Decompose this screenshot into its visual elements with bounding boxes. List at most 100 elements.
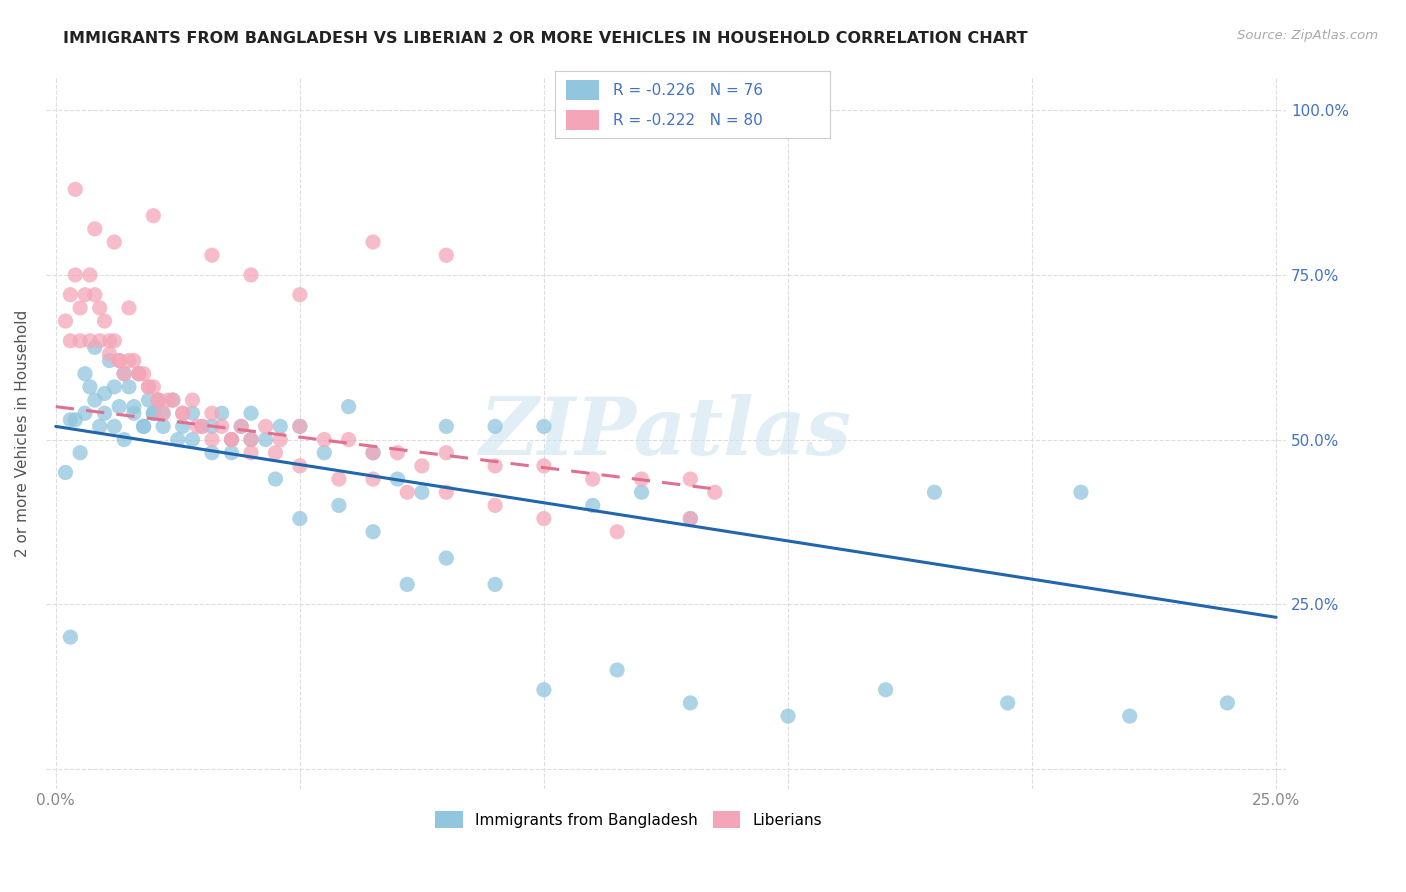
- Point: [231, 419, 253, 434]
- Point: [83, 340, 105, 354]
- Point: [679, 472, 702, 486]
- Point: [98, 353, 121, 368]
- Point: [118, 353, 141, 368]
- Point: [201, 419, 224, 434]
- Point: [533, 682, 555, 697]
- Point: [152, 406, 174, 420]
- Point: [59, 413, 82, 427]
- Point: [103, 334, 125, 348]
- Point: [98, 334, 121, 348]
- FancyBboxPatch shape: [567, 111, 599, 130]
- Point: [1216, 696, 1239, 710]
- Point: [703, 485, 725, 500]
- Point: [112, 433, 135, 447]
- Point: [172, 406, 194, 420]
- Point: [264, 472, 287, 486]
- Point: [361, 524, 384, 539]
- Point: [65, 413, 87, 427]
- Point: [606, 663, 628, 677]
- Point: [434, 446, 457, 460]
- Point: [55, 466, 77, 480]
- Point: [122, 353, 145, 368]
- Point: [361, 235, 384, 249]
- Point: [997, 696, 1019, 710]
- Point: [221, 433, 243, 447]
- Point: [776, 709, 799, 723]
- Point: [211, 419, 233, 434]
- Point: [138, 380, 160, 394]
- Point: [288, 458, 311, 473]
- Point: [328, 499, 350, 513]
- Point: [152, 406, 174, 420]
- Point: [59, 334, 82, 348]
- Point: [83, 287, 105, 301]
- Point: [269, 419, 291, 434]
- Point: [396, 485, 419, 500]
- Point: [108, 353, 131, 368]
- Point: [679, 511, 702, 525]
- Point: [162, 393, 184, 408]
- Point: [128, 367, 150, 381]
- Point: [73, 367, 96, 381]
- Point: [79, 268, 101, 282]
- Point: [186, 419, 208, 434]
- Point: [59, 630, 82, 644]
- Y-axis label: 2 or more Vehicles in Household: 2 or more Vehicles in Household: [15, 310, 30, 557]
- Point: [128, 367, 150, 381]
- Point: [142, 406, 165, 420]
- Point: [93, 314, 115, 328]
- Point: [875, 682, 897, 697]
- Point: [166, 433, 188, 447]
- Point: [434, 248, 457, 262]
- Point: [132, 419, 155, 434]
- Point: [89, 419, 111, 434]
- Point: [254, 433, 277, 447]
- Point: [630, 485, 652, 500]
- Point: [1119, 709, 1142, 723]
- Point: [162, 393, 184, 408]
- Point: [191, 419, 214, 434]
- Point: [484, 577, 506, 591]
- Point: [157, 393, 180, 408]
- Point: [240, 446, 263, 460]
- Point: [387, 446, 409, 460]
- Point: [138, 380, 160, 394]
- Point: [98, 347, 121, 361]
- Point: [148, 393, 170, 408]
- Point: [132, 367, 155, 381]
- Point: [314, 433, 336, 447]
- Text: ZIPatlas: ZIPatlas: [479, 394, 852, 472]
- Point: [55, 314, 77, 328]
- Point: [361, 446, 384, 460]
- Point: [152, 419, 174, 434]
- Point: [118, 380, 141, 394]
- Point: [138, 393, 160, 408]
- Point: [240, 433, 263, 447]
- Point: [434, 419, 457, 434]
- Point: [231, 419, 253, 434]
- Point: [201, 446, 224, 460]
- Point: [533, 511, 555, 525]
- Point: [484, 458, 506, 473]
- Point: [582, 499, 605, 513]
- Point: [434, 551, 457, 566]
- Point: [172, 419, 194, 434]
- Point: [264, 446, 287, 460]
- Point: [181, 433, 204, 447]
- Point: [65, 182, 87, 196]
- Point: [181, 406, 204, 420]
- Point: [630, 472, 652, 486]
- Point: [201, 433, 224, 447]
- Point: [103, 380, 125, 394]
- Point: [288, 511, 311, 525]
- Point: [269, 433, 291, 447]
- Point: [69, 301, 91, 315]
- Point: [69, 334, 91, 348]
- FancyBboxPatch shape: [567, 80, 599, 100]
- Point: [142, 406, 165, 420]
- Point: [108, 353, 131, 368]
- Point: [103, 419, 125, 434]
- Point: [221, 446, 243, 460]
- Point: [328, 472, 350, 486]
- Point: [411, 485, 433, 500]
